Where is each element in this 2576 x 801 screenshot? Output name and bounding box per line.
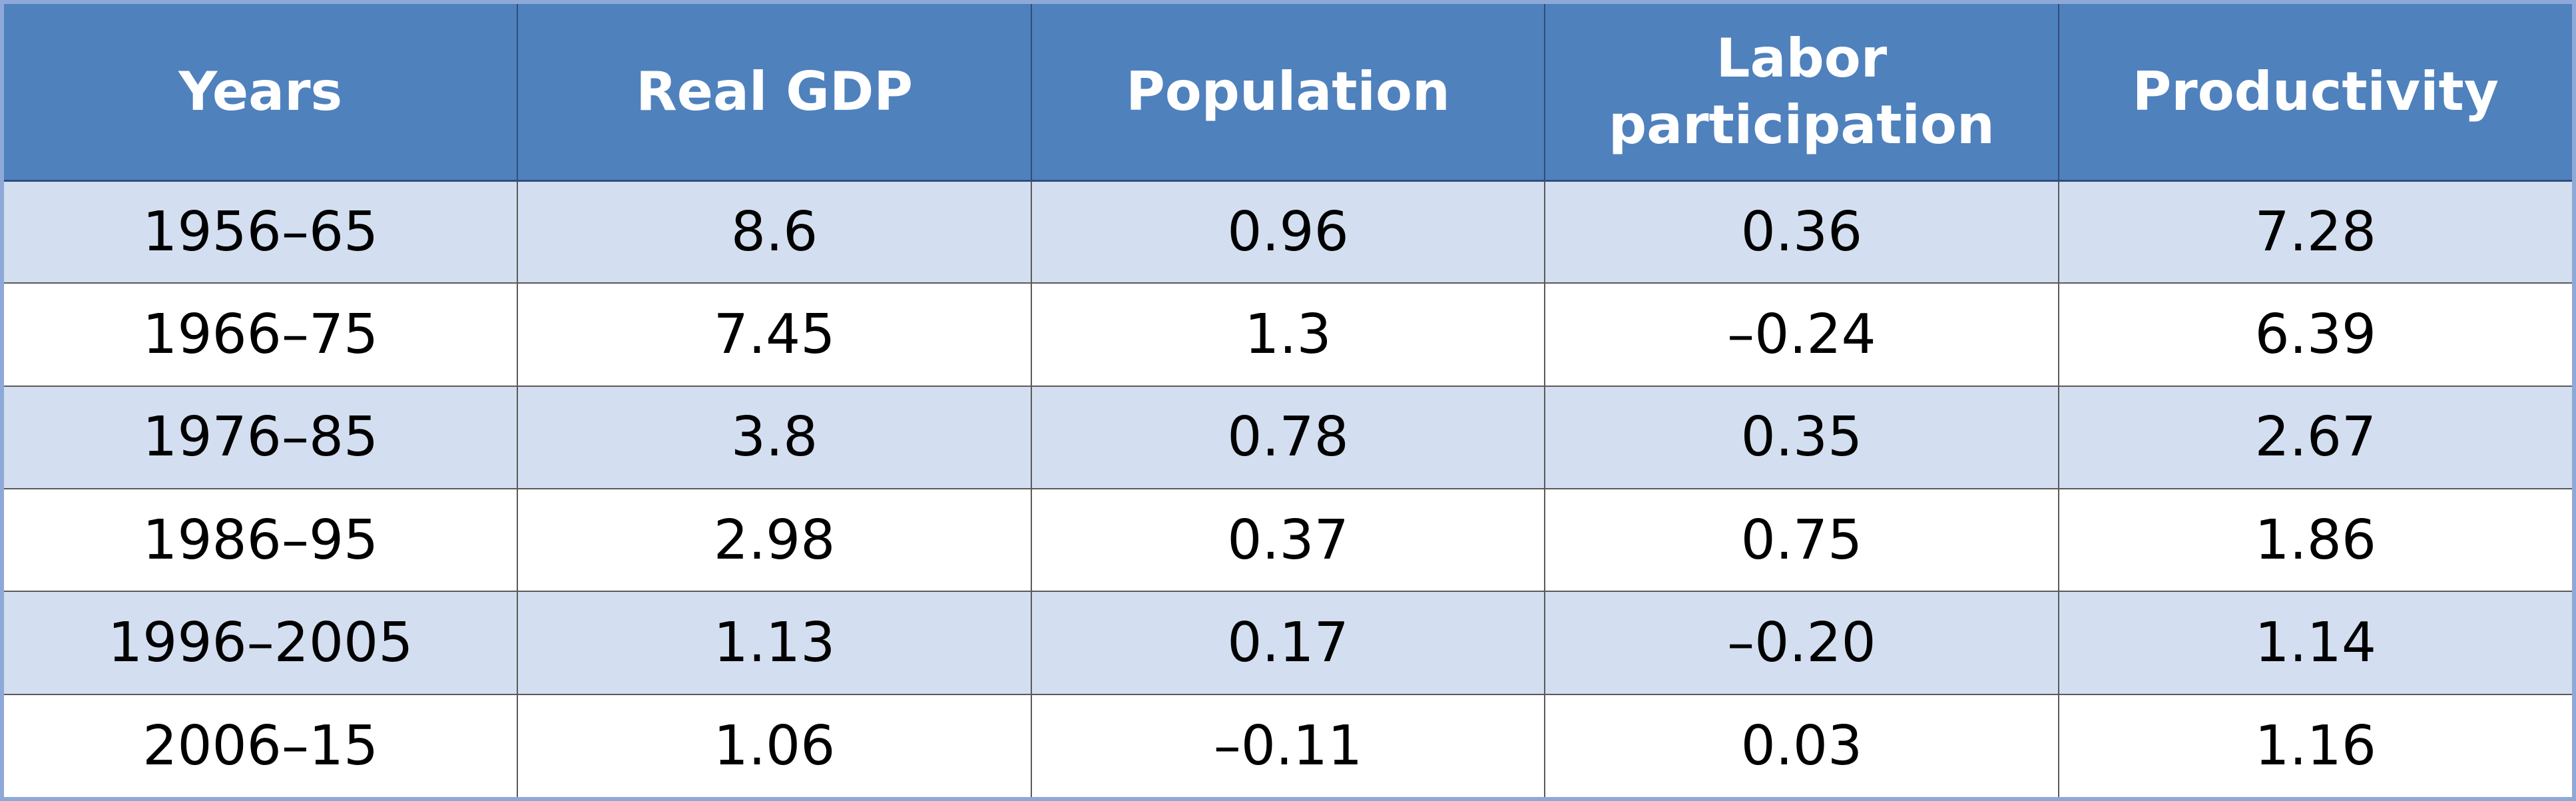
table-row: 1956–65 8.6 0.96 0.36 7.28 <box>4 179 2572 284</box>
cell-real-gdp: 1.13 <box>517 591 1031 694</box>
column-header-years: Years <box>4 4 518 182</box>
cell-years: 2006–15 <box>4 693 518 797</box>
cell-population: –0.11 <box>1030 693 1545 797</box>
column-header-labor-participation: Labor participation <box>1544 4 2059 182</box>
cell-real-gdp: 1.06 <box>517 693 1031 797</box>
data-table: Years Real GDP Population Labor participa… <box>4 4 2572 797</box>
cell-labor-participation: 0.75 <box>1544 487 2059 592</box>
cell-real-gdp: 8.6 <box>517 179 1031 284</box>
cell-labor-participation: 0.36 <box>1544 179 2059 284</box>
cell-labor-participation: 0.03 <box>1544 693 2059 797</box>
cell-productivity: 6.39 <box>2057 282 2572 386</box>
column-header-productivity: Productivity <box>2057 4 2572 182</box>
table-row: 1966–75 7.45 1.3 –0.24 6.39 <box>4 282 2572 386</box>
cell-population: 0.37 <box>1030 487 1545 592</box>
cell-population: 0.17 <box>1030 591 1545 694</box>
table-row: 1986–95 2.98 0.37 0.75 1.86 <box>4 487 2572 592</box>
cell-population: 0.96 <box>1030 179 1545 284</box>
cell-labor-participation: –0.24 <box>1544 282 2059 386</box>
cell-years: 1976–85 <box>4 385 518 489</box>
table-row: 1976–85 3.8 0.78 0.35 2.67 <box>4 385 2572 489</box>
cell-real-gdp: 3.8 <box>517 385 1031 489</box>
cell-real-gdp: 7.45 <box>517 282 1031 386</box>
cell-years: 1996–2005 <box>4 591 518 694</box>
cell-productivity: 7.28 <box>2057 179 2572 284</box>
cell-population: 0.78 <box>1030 385 1545 489</box>
cell-labor-participation: –0.20 <box>1544 591 2059 694</box>
column-header-real-gdp: Real GDP <box>517 4 1031 182</box>
cell-labor-participation: 0.35 <box>1544 385 2059 489</box>
table-row: 2006–15 1.06 –0.11 0.03 1.16 <box>4 693 2572 797</box>
cell-years: 1966–75 <box>4 282 518 386</box>
column-header-population: Population <box>1030 4 1545 182</box>
cell-productivity: 1.86 <box>2057 487 2572 592</box>
cell-productivity: 1.16 <box>2057 693 2572 797</box>
table-header: Years Real GDP Population Labor participa… <box>4 4 2572 182</box>
cell-productivity: 2.67 <box>2057 385 2572 489</box>
table-body: 1956–65 8.6 0.96 0.36 7.28 1966–75 7.45 1.3 –0.2… <box>4 179 2572 797</box>
cell-real-gdp: 2.98 <box>517 487 1031 592</box>
table-row: 1996–2005 1.13 0.17 –0.20 1.14 <box>4 591 2572 694</box>
cell-productivity: 1.14 <box>2057 591 2572 694</box>
cell-years: 1956–65 <box>4 179 518 284</box>
header-row: Years Real GDP Population Labor participa… <box>4 4 2572 182</box>
cell-population: 1.3 <box>1030 282 1545 386</box>
cell-years: 1986–95 <box>4 487 518 592</box>
